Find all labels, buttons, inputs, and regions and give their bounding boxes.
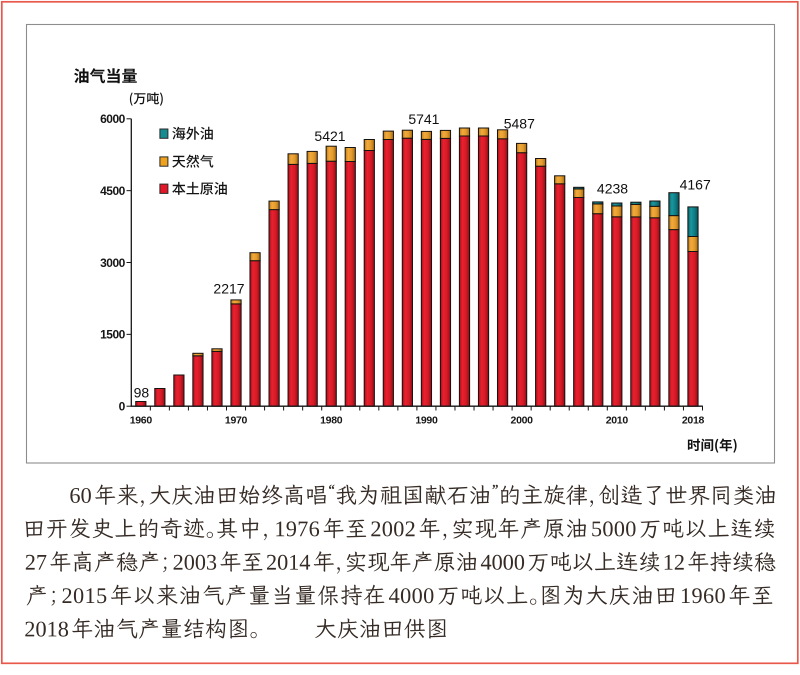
svg-text:1500: 1500 (100, 328, 126, 342)
svg-text:4167: 4167 (680, 176, 711, 192)
svg-text:4238: 4238 (597, 180, 628, 196)
svg-text:2018: 2018 (682, 414, 705, 426)
svg-text:5487: 5487 (504, 115, 535, 131)
svg-text:1990: 1990 (415, 414, 438, 426)
svg-text:3000: 3000 (100, 256, 126, 270)
svg-text:6000: 6000 (100, 112, 126, 126)
svg-text:2000: 2000 (511, 414, 534, 426)
svg-text:5421: 5421 (314, 128, 345, 144)
svg-text:2217: 2217 (213, 281, 244, 297)
svg-text:1960: 1960 (130, 414, 153, 426)
svg-text:2010: 2010 (606, 414, 629, 426)
svg-text:0: 0 (119, 400, 126, 414)
svg-text:1980: 1980 (320, 414, 343, 426)
svg-text:98: 98 (134, 384, 150, 400)
svg-text:1970: 1970 (225, 414, 248, 426)
svg-text:5741: 5741 (408, 111, 439, 127)
svg-text:4500: 4500 (100, 184, 126, 198)
